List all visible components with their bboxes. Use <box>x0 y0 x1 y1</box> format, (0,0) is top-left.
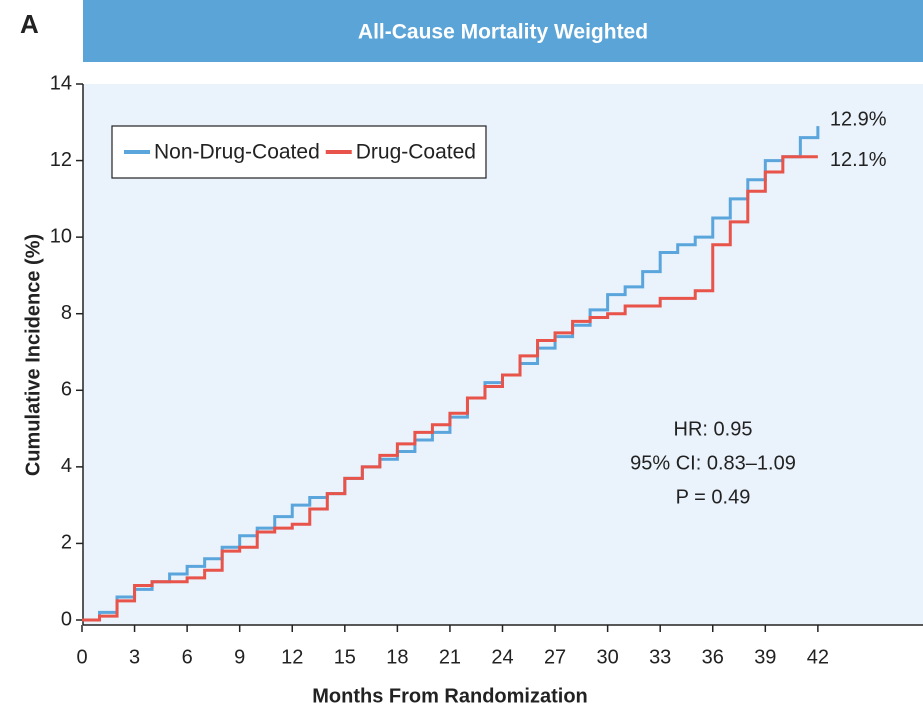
y-tick-label: 14 <box>50 72 72 94</box>
data-label: 12.1% <box>830 149 887 171</box>
legend-label: Drug-Coated <box>356 141 476 164</box>
x-tick-label: 6 <box>182 646 193 668</box>
x-tick-label: 24 <box>491 646 513 668</box>
y-tick-label: 6 <box>61 379 72 401</box>
x-tick-label: 21 <box>439 646 461 668</box>
legend-box <box>111 125 487 179</box>
x-tick-label: 39 <box>754 646 776 668</box>
x-tick-label: 27 <box>544 646 566 668</box>
data-label: 12.9% <box>830 108 887 130</box>
annotation: P = 0.49 <box>676 486 751 508</box>
y-tick-label: 8 <box>61 302 72 324</box>
y-tick-label: 12 <box>50 149 72 171</box>
chart-title: All-Cause Mortality Weighted <box>358 21 648 44</box>
legend-label: Non-Drug-Coated <box>154 141 320 164</box>
x-tick-label: 36 <box>702 646 724 668</box>
x-tick-label: 0 <box>76 646 87 668</box>
x-axis-label: Months From Randomization <box>312 685 588 707</box>
y-axis-label: Cumulative Incidence (%) <box>22 234 44 476</box>
x-tick-label: 3 <box>129 646 140 668</box>
y-tick-label: 10 <box>50 225 72 247</box>
panel-label: A <box>20 9 39 39</box>
series-line <box>82 155 818 622</box>
annotation: 95% CI: 0.83–1.09 <box>630 452 796 474</box>
x-tick-label: 9 <box>234 646 245 668</box>
title-bar <box>83 0 923 62</box>
y-tick-label: 4 <box>61 455 72 477</box>
annotation: HR: 0.95 <box>674 418 753 440</box>
x-tick-label: 15 <box>334 646 356 668</box>
y-tick-label: 2 <box>61 532 72 554</box>
x-tick-label: 30 <box>597 646 619 668</box>
x-tick-label: 12 <box>281 646 303 668</box>
x-tick-label: 18 <box>386 646 408 668</box>
x-tick-label: 33 <box>649 646 671 668</box>
y-tick-label: 0 <box>61 608 72 630</box>
x-tick-label: 42 <box>807 646 829 668</box>
